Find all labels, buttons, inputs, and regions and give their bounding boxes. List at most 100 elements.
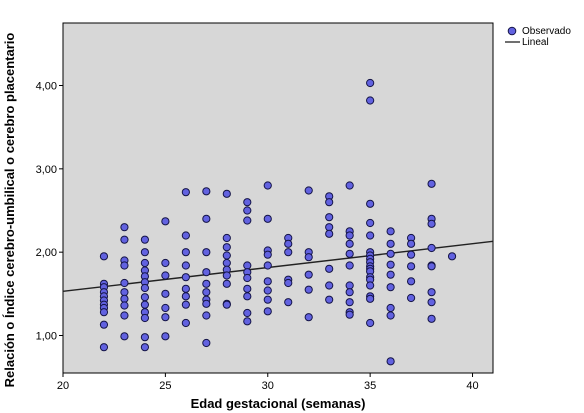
- data-point: [161, 332, 170, 341]
- data-point: [345, 181, 354, 190]
- data-point: [427, 298, 436, 307]
- data-point: [345, 261, 354, 270]
- data-point: [366, 281, 375, 290]
- data-point: [366, 231, 375, 240]
- data-point: [243, 292, 252, 301]
- data-point: [243, 198, 252, 207]
- data-point: [263, 181, 272, 190]
- x-tick-label: 20: [57, 380, 69, 392]
- y-axis-ticks: 1,00 2,00 3,00 4,00: [36, 81, 63, 343]
- data-point: [284, 278, 293, 288]
- data-point: [120, 301, 129, 310]
- data-point: [181, 248, 190, 257]
- data-point: [304, 186, 313, 195]
- x-tick-label: 30: [262, 380, 274, 392]
- data-point: [427, 288, 436, 297]
- y-tick-label: 1,00: [36, 331, 57, 343]
- data-point: [140, 343, 150, 352]
- data-point: [263, 277, 272, 286]
- legend-marker-observado: [507, 26, 517, 36]
- data-point: [263, 295, 272, 304]
- data-point: [406, 250, 416, 259]
- x-axis-title: Edad gestacional (semanas): [191, 396, 366, 411]
- data-point: [140, 283, 150, 293]
- data-point: [263, 307, 272, 316]
- data-point: [366, 218, 375, 228]
- data-point: [222, 251, 231, 260]
- data-point: [243, 317, 252, 326]
- data-point: [345, 310, 354, 319]
- data-point: [181, 273, 190, 282]
- data-point: [263, 286, 272, 295]
- data-point: [181, 231, 190, 240]
- data-point: [181, 300, 190, 309]
- data-point: [120, 235, 129, 244]
- data-point: [202, 311, 211, 320]
- data-point: [120, 311, 129, 320]
- data-point: [366, 78, 375, 88]
- data-point: [140, 258, 150, 268]
- data-point: [325, 295, 334, 304]
- data-point: [161, 289, 170, 298]
- data-point: [140, 333, 150, 342]
- data-point: [202, 279, 211, 288]
- data-point: [304, 253, 313, 262]
- data-point: [386, 311, 395, 320]
- data-point: [222, 233, 231, 243]
- data-point: [161, 313, 170, 322]
- data-point: [263, 250, 272, 259]
- y-tick-label: 4,00: [36, 81, 57, 93]
- data-point: [325, 223, 334, 232]
- data-point: [386, 227, 395, 236]
- data-point: [161, 217, 170, 226]
- data-point: [447, 252, 457, 261]
- data-point: [263, 214, 272, 223]
- data-point: [325, 198, 334, 207]
- data-point: [181, 261, 190, 270]
- x-tick-label: 25: [159, 380, 171, 392]
- data-point: [202, 338, 211, 348]
- data-point: [222, 189, 231, 198]
- legend-label-lineal: Lineal: [522, 37, 549, 48]
- data-point: [304, 270, 313, 279]
- data-point: [304, 313, 313, 322]
- data-point: [427, 219, 436, 228]
- data-point: [406, 277, 416, 286]
- data-point: [181, 292, 190, 301]
- data-point: [325, 229, 334, 238]
- data-point: [366, 318, 375, 328]
- plot-area: [62, 22, 494, 374]
- data-point: [386, 270, 395, 279]
- data-point: [366, 294, 375, 303]
- data-point: [345, 249, 354, 258]
- data-point: [263, 261, 272, 270]
- data-point: [345, 298, 354, 307]
- data-point: [345, 239, 354, 248]
- data-point: [427, 314, 436, 323]
- data-point: [120, 261, 129, 270]
- data-point: [181, 318, 190, 328]
- data-point: [386, 303, 395, 313]
- data-point: [243, 216, 252, 225]
- data-point: [222, 243, 231, 252]
- data-point: [120, 294, 129, 303]
- data-point: [120, 332, 129, 341]
- data-point: [140, 235, 150, 244]
- data-point: [202, 268, 211, 277]
- data-point: [386, 357, 395, 366]
- data-point: [202, 288, 211, 297]
- data-point: [345, 231, 354, 240]
- data-point: [345, 288, 354, 297]
- data-point: [140, 248, 150, 257]
- data-point: [325, 264, 334, 273]
- fit-line-layer: [62, 240, 494, 293]
- data-point: [427, 179, 436, 188]
- data-point: [202, 248, 211, 257]
- data-point: [427, 243, 436, 253]
- data-point: [161, 303, 170, 313]
- data-point: [366, 199, 375, 208]
- data-point: [222, 300, 231, 309]
- x-tick-label: 40: [466, 380, 478, 392]
